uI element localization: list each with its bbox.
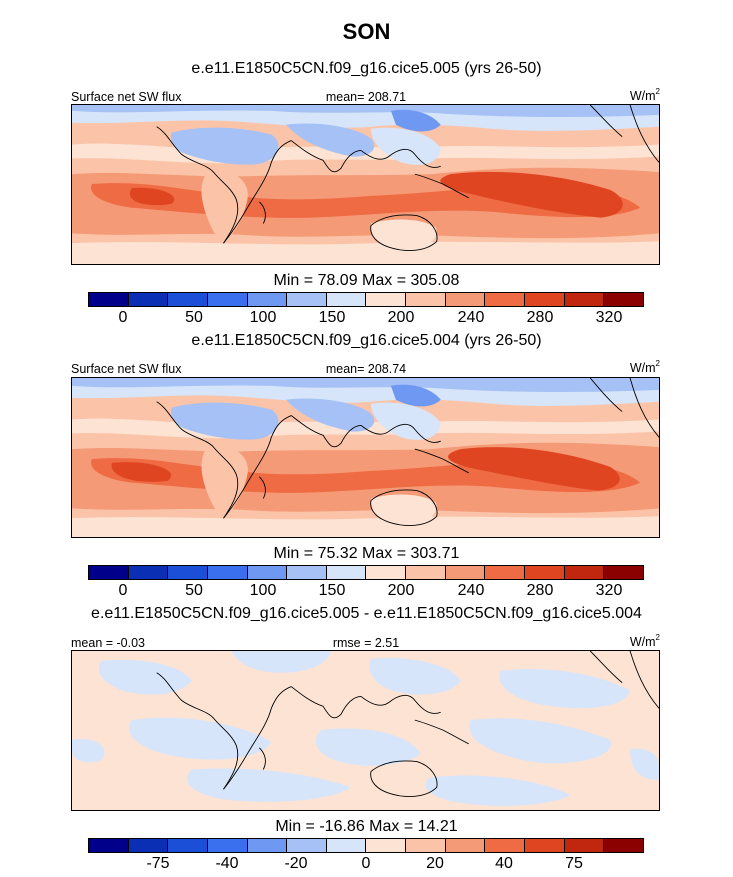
colorbar-tick-label: 150	[318, 582, 346, 599]
colorbar-tick-label: 200	[387, 582, 415, 599]
colorbar-tick-label: 240	[457, 309, 485, 326]
colorbar-box	[564, 839, 605, 852]
panel3-map	[71, 650, 660, 811]
panel1-subtitle: e.e11.E1850C5CN.f09_g16.cice5.005 (yrs 2…	[191, 60, 542, 77]
panel1-colorbar-ticks: 0 50 100 150 200 240 280 320	[88, 309, 644, 329]
colorbar-tick-label: -20	[284, 855, 308, 872]
panel3-subtitle: e.e11.E1850C5CN.f09_g16.cice5.005 - e.e1…	[91, 605, 642, 622]
colorbar-box	[604, 293, 643, 306]
panel3-units-label: W/m2	[629, 633, 660, 649]
colorbar-box	[207, 293, 248, 306]
colorbar-tick-label: 320	[595, 582, 623, 599]
colorbar-box	[445, 839, 486, 852]
colorbar-tick-label: -75	[146, 855, 170, 872]
colorbar-box	[287, 839, 327, 852]
colorbar-box	[128, 839, 169, 852]
colorbar-tick-label: 20	[426, 855, 444, 872]
panel1-variable-label: Surface net SW flux	[71, 90, 182, 104]
panel2-subtitle: e.e11.E1850C5CN.f09_g16.cice5.004 (yrs 2…	[191, 332, 542, 349]
colorbar-box	[207, 566, 248, 579]
colorbar-box	[128, 566, 169, 579]
colorbar-box	[247, 566, 288, 579]
colorbar-box	[287, 293, 327, 306]
colorbar-box	[525, 839, 565, 852]
colorbar-box	[604, 839, 643, 852]
colorbar-box	[525, 566, 565, 579]
colorbar-box	[128, 293, 169, 306]
colorbar-tick-label: 200	[387, 309, 415, 326]
colorbar-box	[525, 293, 565, 306]
colorbar-box	[406, 566, 446, 579]
panel3-rmse-label: rmse = 2.51	[332, 636, 400, 650]
colorbar-box	[247, 839, 288, 852]
colorbar-tick-label: 0	[118, 309, 128, 326]
colorbar-tick-label: 0	[361, 855, 371, 872]
panel2-variable-label: Surface net SW flux	[71, 362, 182, 376]
panel1-map	[71, 104, 660, 265]
colorbar-box	[168, 293, 208, 306]
panel3-colorbar	[88, 838, 644, 853]
panel1-minmax: Min = 78.09 Max = 305.08	[273, 272, 460, 289]
colorbar-tick-label: 280	[526, 309, 554, 326]
colorbar-tick-label: 240	[457, 582, 485, 599]
panel2-map	[71, 377, 660, 538]
colorbar-box	[445, 293, 486, 306]
panel2-mean-label: mean= 208.74	[325, 362, 407, 376]
colorbar-box	[168, 566, 208, 579]
colorbar-box	[89, 839, 129, 852]
colorbar-box	[287, 566, 327, 579]
figure-title: SON	[342, 19, 391, 44]
colorbar-tick-label: 100	[249, 309, 277, 326]
colorbar-tick-label: 50	[185, 309, 203, 326]
colorbar-box	[326, 293, 367, 306]
colorbar-box	[604, 566, 643, 579]
colorbar-tick-label: 150	[318, 309, 346, 326]
colorbar-tick-label: 320	[595, 309, 623, 326]
panel2-colorbar	[88, 565, 644, 580]
colorbar-box	[366, 839, 407, 852]
colorbar-box	[326, 566, 367, 579]
panel2-colorbar-ticks: 0 50 100 150 200 240 280 320	[88, 582, 644, 602]
colorbar-box	[168, 839, 208, 852]
colorbar-box	[485, 566, 526, 579]
colorbar-tick-label: 40	[495, 855, 513, 872]
panel3-minmax: Min = -16.86 Max = 14.21	[275, 818, 458, 835]
colorbar-tick-label: 0	[118, 582, 128, 599]
colorbar-tick-label: 50	[185, 582, 203, 599]
colorbar-box	[406, 293, 446, 306]
panel3-colorbar-ticks: -75 -40 -20 0 20 40 75	[88, 855, 644, 875]
panel3-mean-label: mean = -0.03	[71, 636, 146, 650]
colorbar-box	[485, 839, 526, 852]
colorbar-box	[366, 293, 407, 306]
colorbar-tick-label: 280	[526, 582, 554, 599]
colorbar-box	[564, 566, 605, 579]
panel2-units-label: W/m2	[629, 359, 660, 375]
colorbar-box	[366, 566, 407, 579]
panel1-units-label: W/m2	[629, 87, 660, 103]
colorbar-box	[485, 293, 526, 306]
colorbar-box	[406, 839, 446, 852]
colorbar-box	[207, 839, 248, 852]
colorbar-box	[89, 566, 129, 579]
colorbar-box	[326, 839, 367, 852]
colorbar-tick-label: 75	[565, 855, 583, 872]
colorbar-tick-label: -40	[215, 855, 239, 872]
panel2-minmax: Min = 75.32 Max = 303.71	[273, 545, 460, 562]
colorbar-box	[89, 293, 129, 306]
colorbar-box	[247, 293, 288, 306]
colorbar-tick-label: 100	[249, 582, 277, 599]
panel1-colorbar	[88, 292, 644, 307]
panel1-mean-label: mean= 208.71	[325, 90, 407, 104]
colorbar-box	[445, 566, 486, 579]
colorbar-box	[564, 293, 605, 306]
